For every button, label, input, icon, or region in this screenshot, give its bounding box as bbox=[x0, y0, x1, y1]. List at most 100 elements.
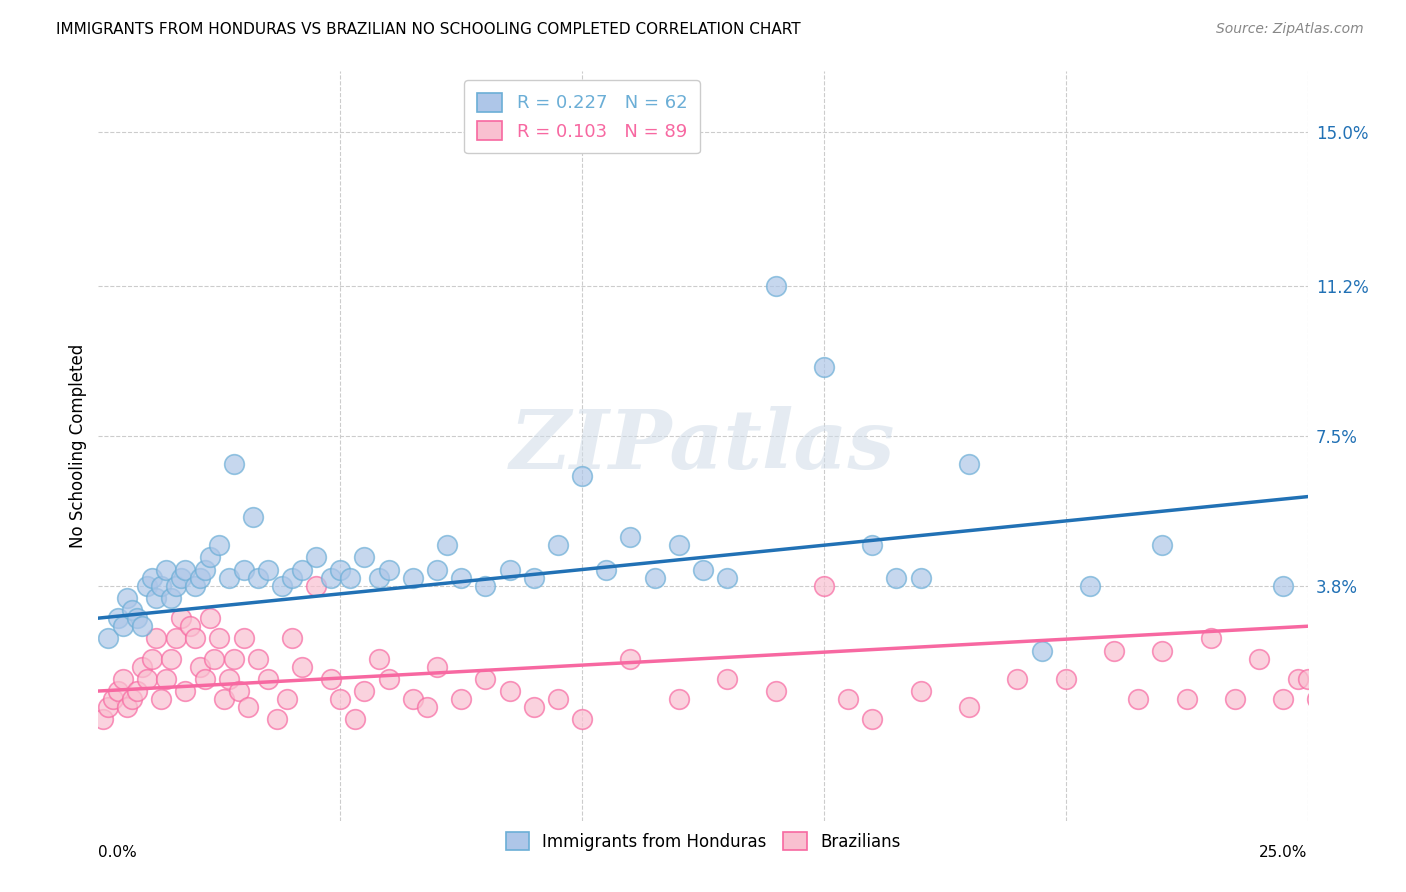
Point bbox=[329, 692, 352, 706]
Point bbox=[426, 562, 449, 576]
Point bbox=[198, 611, 221, 625]
Point bbox=[169, 571, 191, 585]
Point bbox=[1369, 651, 1392, 665]
Point bbox=[1102, 643, 1125, 657]
Point bbox=[135, 672, 157, 686]
Point bbox=[957, 700, 980, 714]
Point bbox=[198, 550, 221, 565]
Point bbox=[1199, 632, 1222, 646]
Point bbox=[1175, 692, 1198, 706]
Point bbox=[188, 571, 211, 585]
Point bbox=[1344, 632, 1367, 646]
Point bbox=[150, 692, 173, 706]
Point bbox=[523, 700, 546, 714]
Point bbox=[184, 579, 207, 593]
Point bbox=[402, 571, 425, 585]
Point bbox=[353, 550, 375, 565]
Point bbox=[886, 571, 908, 585]
Point bbox=[194, 672, 217, 686]
Text: 0.0%: 0.0% bbox=[98, 845, 138, 860]
Point bbox=[668, 538, 690, 552]
Point bbox=[232, 632, 254, 646]
Point bbox=[150, 579, 173, 593]
Point bbox=[174, 684, 197, 698]
Point bbox=[247, 571, 270, 585]
Text: Source: ZipAtlas.com: Source: ZipAtlas.com bbox=[1216, 22, 1364, 37]
Point bbox=[165, 579, 187, 593]
Point bbox=[765, 279, 787, 293]
Point bbox=[619, 530, 641, 544]
Point bbox=[218, 672, 240, 686]
Point bbox=[218, 571, 240, 585]
Point bbox=[1393, 672, 1406, 686]
Point bbox=[111, 672, 134, 686]
Point bbox=[319, 672, 342, 686]
Point bbox=[184, 632, 207, 646]
Point bbox=[266, 712, 288, 726]
Point bbox=[474, 579, 496, 593]
Point bbox=[402, 692, 425, 706]
Y-axis label: No Schooling Completed: No Schooling Completed bbox=[69, 344, 87, 548]
Point bbox=[1152, 643, 1174, 657]
Point bbox=[416, 700, 439, 714]
Point bbox=[179, 619, 201, 633]
Point bbox=[145, 591, 167, 605]
Point bbox=[716, 571, 738, 585]
Point bbox=[813, 579, 835, 593]
Point bbox=[595, 562, 617, 576]
Point bbox=[256, 672, 278, 686]
Point bbox=[765, 684, 787, 698]
Point bbox=[281, 632, 304, 646]
Point bbox=[1152, 538, 1174, 552]
Point bbox=[716, 672, 738, 686]
Point bbox=[910, 571, 932, 585]
Point bbox=[91, 712, 114, 726]
Point bbox=[232, 562, 254, 576]
Point bbox=[107, 611, 129, 625]
Point bbox=[222, 651, 245, 665]
Point bbox=[256, 562, 278, 576]
Point bbox=[305, 550, 328, 565]
Point bbox=[1054, 672, 1077, 686]
Point bbox=[135, 579, 157, 593]
Point bbox=[127, 611, 149, 625]
Point bbox=[860, 712, 883, 726]
Point bbox=[165, 632, 187, 646]
Point bbox=[910, 684, 932, 698]
Point bbox=[450, 571, 472, 585]
Point bbox=[368, 571, 391, 585]
Point bbox=[1320, 684, 1343, 698]
Point bbox=[204, 651, 226, 665]
Point bbox=[247, 651, 270, 665]
Point bbox=[377, 562, 399, 576]
Point bbox=[571, 469, 593, 483]
Point bbox=[117, 700, 139, 714]
Point bbox=[101, 692, 124, 706]
Point bbox=[208, 632, 231, 646]
Point bbox=[1223, 692, 1246, 706]
Point bbox=[1007, 672, 1029, 686]
Point bbox=[644, 571, 666, 585]
Point bbox=[692, 562, 714, 576]
Point bbox=[1128, 692, 1150, 706]
Point bbox=[194, 562, 217, 576]
Text: IMMIGRANTS FROM HONDURAS VS BRAZILIAN NO SCHOOLING COMPLETED CORRELATION CHART: IMMIGRANTS FROM HONDURAS VS BRAZILIAN NO… bbox=[56, 22, 801, 37]
Point bbox=[547, 692, 569, 706]
Point bbox=[619, 651, 641, 665]
Point bbox=[1272, 692, 1295, 706]
Point bbox=[1364, 672, 1386, 686]
Text: ZIPatlas: ZIPatlas bbox=[510, 406, 896, 486]
Point bbox=[281, 571, 304, 585]
Point bbox=[121, 692, 143, 706]
Point bbox=[547, 538, 569, 552]
Point bbox=[860, 538, 883, 552]
Point bbox=[228, 684, 250, 698]
Point bbox=[957, 457, 980, 471]
Point bbox=[1354, 692, 1376, 706]
Point bbox=[1286, 672, 1309, 686]
Point bbox=[141, 571, 163, 585]
Point bbox=[111, 619, 134, 633]
Point bbox=[121, 603, 143, 617]
Point bbox=[97, 632, 120, 646]
Point bbox=[155, 562, 177, 576]
